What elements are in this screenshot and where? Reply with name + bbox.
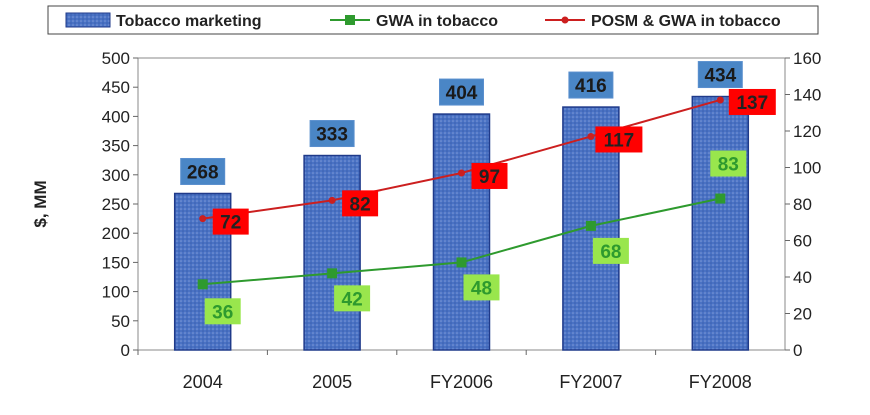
x-axis-tick-label: FY2007 bbox=[559, 372, 622, 392]
bar-value-label-bg bbox=[568, 71, 614, 99]
legend-label: GWA in tobacco bbox=[376, 13, 498, 30]
left-axis-tick-label: 350 bbox=[102, 137, 130, 156]
line-series: 36 42 48 68 83 bbox=[197, 150, 747, 325]
left-axis-tick-label: 50 bbox=[111, 312, 130, 331]
right-axis-tick-label: 20 bbox=[793, 305, 812, 324]
series-marker bbox=[197, 279, 208, 290]
bar bbox=[303, 154, 361, 351]
series-value-label: 83 bbox=[718, 155, 739, 176]
series-marker bbox=[587, 132, 595, 140]
x-axis-tick-label: FY2008 bbox=[689, 372, 752, 392]
y-axis-title: $, MM bbox=[31, 180, 50, 227]
left-axis-tick-label: 400 bbox=[102, 107, 130, 126]
legend: Tobacco marketing GWA in tobacco POSM & GW… bbox=[47, 5, 819, 35]
series-value-label-bg bbox=[342, 190, 379, 217]
series-marker bbox=[327, 268, 338, 279]
bar-value-label-bg bbox=[180, 157, 226, 185]
left-axis-tick-label: 200 bbox=[102, 224, 130, 243]
line-series: 72 82 97 117 137 bbox=[199, 88, 776, 235]
series-value-label-bg bbox=[595, 126, 643, 153]
bar-value-label: 434 bbox=[704, 66, 736, 87]
bar-value-label: 404 bbox=[446, 83, 478, 104]
left-axis-tick-label: 250 bbox=[102, 195, 130, 214]
left-axis-tick-label: 450 bbox=[102, 78, 130, 97]
series-value-label: 97 bbox=[479, 167, 500, 188]
series-value-label-bg bbox=[463, 274, 500, 301]
series-value-label: 82 bbox=[350, 194, 371, 215]
series-marker bbox=[585, 220, 596, 231]
series-value-label-bg bbox=[471, 162, 508, 189]
left-axis-tick-label: 100 bbox=[102, 283, 130, 302]
series-value-label-bg bbox=[212, 208, 249, 235]
series-value-label-bg bbox=[592, 237, 629, 264]
left-axis-tick-label: 0 bbox=[121, 341, 130, 360]
right-axis-tick-label: 160 bbox=[793, 49, 821, 68]
bar bbox=[432, 113, 491, 351]
series-marker bbox=[456, 257, 467, 268]
bar-value-label-bg bbox=[697, 61, 743, 89]
right-axis-tick-label: 80 bbox=[793, 195, 812, 214]
legend-box bbox=[47, 5, 819, 35]
series-value-label: 36 bbox=[212, 302, 233, 323]
right-axis-tick-label: 120 bbox=[793, 122, 821, 141]
series-value-label-bg bbox=[334, 285, 371, 312]
legend-marker bbox=[561, 16, 569, 24]
bar-value-label-bg bbox=[439, 78, 484, 106]
legend-label: Tobacco marketing bbox=[116, 13, 262, 30]
series-value-label: 68 bbox=[600, 242, 621, 263]
series-value-label: 137 bbox=[736, 93, 768, 114]
series-marker bbox=[199, 215, 207, 223]
right-axis: 0 20 40 60 80 100 120 140 160 bbox=[785, 49, 821, 360]
series-marker bbox=[716, 96, 724, 104]
legend-swatch bbox=[65, 12, 111, 28]
bar-value-label: 268 bbox=[187, 162, 219, 183]
right-axis-tick-label: 140 bbox=[793, 86, 821, 105]
series-value-label-bg bbox=[728, 88, 776, 115]
series-marker bbox=[328, 196, 336, 204]
series-marker bbox=[715, 193, 726, 204]
bar-value-label: 333 bbox=[316, 125, 348, 146]
series-value-label: 72 bbox=[220, 213, 241, 234]
series-marker bbox=[458, 169, 465, 177]
right-axis-tick-label: 60 bbox=[793, 232, 812, 251]
left-axis: 0 50 100 150 200 250 300 350 400 450 500 bbox=[102, 49, 138, 360]
x-axis-tick-label: 2004 bbox=[183, 372, 223, 392]
bar bbox=[691, 95, 750, 351]
bar-value-label: 416 bbox=[575, 76, 607, 97]
legend-marker bbox=[345, 15, 355, 25]
legend-label: POSM & GWA in tobacco bbox=[591, 13, 781, 30]
right-axis-tick-label: 100 bbox=[793, 159, 821, 178]
series-value-label: 117 bbox=[604, 130, 635, 151]
x-axis: 2004 2005 FY2006 FY2007 FY2008 bbox=[137, 350, 752, 392]
series-value-label-bg bbox=[710, 150, 747, 177]
series-value-label: 42 bbox=[342, 289, 363, 310]
x-axis-tick-label: FY2006 bbox=[430, 372, 493, 392]
bar-value-label-bg bbox=[309, 120, 355, 148]
left-axis-tick-label: 300 bbox=[102, 166, 130, 185]
left-axis-tick-label: 500 bbox=[102, 49, 130, 68]
x-axis-tick-label: 2005 bbox=[312, 372, 352, 392]
series-value-label: 48 bbox=[471, 278, 492, 299]
series-value-label-bg bbox=[204, 298, 241, 325]
right-axis-tick-label: 40 bbox=[793, 268, 812, 287]
right-axis-tick-label: 0 bbox=[793, 341, 802, 360]
left-axis-tick-label: 150 bbox=[102, 253, 130, 272]
